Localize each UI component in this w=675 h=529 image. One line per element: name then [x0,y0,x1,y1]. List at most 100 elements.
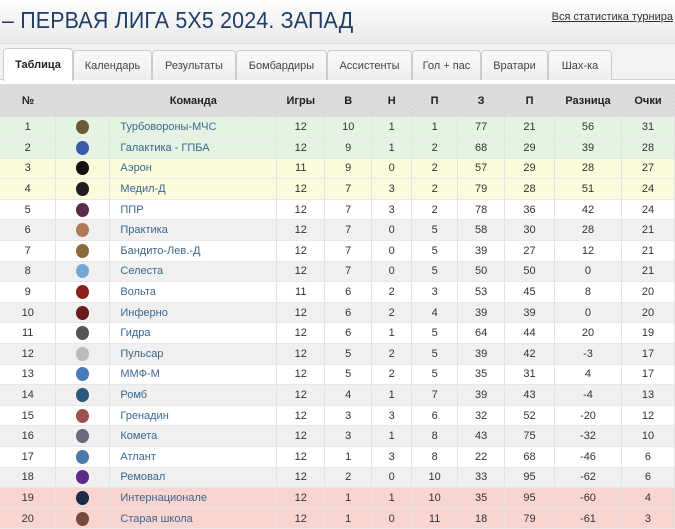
table-row: 11 Гидра 12 6 1 5 64 44 20 19 [0,322,675,345]
goals-for-cell: 43 [457,425,506,447]
column-header-8[interactable]: П [504,84,555,117]
points-cell: 12 [621,405,675,427]
draws-cell: 0 [371,240,413,262]
tab-6[interactable]: Вратари [481,50,548,80]
team-link[interactable]: Вольта [109,281,278,303]
column-header-1[interactable] [55,84,110,117]
points-cell: 27 [621,158,675,180]
team-link[interactable]: Старая школа [109,508,278,529]
logo-cell [55,261,111,283]
points-cell: 21 [621,240,675,262]
goals-against-cell: 29 [504,158,555,180]
logo-cell [55,178,111,200]
wins-cell: 5 [324,343,373,365]
goals-for-cell: 58 [457,219,506,242]
tab-2[interactable]: Результаты [152,50,236,80]
points-cell: 3 [621,508,675,529]
wins-cell: 2 [324,467,373,489]
games-cell: 12 [276,508,326,529]
goals-for-cell: 78 [457,199,506,221]
column-header-5[interactable]: Н [371,84,412,117]
team-link[interactable]: Аэрон [109,158,278,180]
games-cell: 12 [276,261,326,283]
logo-cell [55,302,111,324]
column-header-0[interactable]: № [0,84,56,117]
goals-against-cell: 52 [504,405,555,427]
table-row: 17 Атлант 12 1 3 8 22 68 -46 6 [0,446,675,468]
goals-against-cell: 79 [504,508,555,529]
goals-for-cell: 35 [457,487,506,509]
points-cell: 17 [621,343,675,365]
tab-7[interactable]: Шах-ка [548,50,612,80]
column-header-10[interactable]: Очки [621,84,675,117]
logo-cell [55,240,111,262]
tab-3[interactable]: Бомбардиры [236,50,327,80]
column-header-2[interactable]: Команда [109,84,277,117]
column-header-4[interactable]: В [324,84,372,117]
wins-cell: 6 [324,281,373,303]
points-cell: 21 [621,219,675,242]
tab-1[interactable]: Календарь [73,50,152,80]
position-cell: 14 [0,384,57,406]
points-cell: 4 [621,487,675,509]
losses-cell: 11 [411,508,459,529]
games-cell: 12 [276,364,326,386]
all-stats-link[interactable]: Вся статистика турнира [551,11,673,23]
games-cell: 12 [276,137,326,159]
points-cell: 24 [621,199,675,221]
losses-cell: 8 [411,446,459,468]
team-logo-icon [76,264,90,279]
team-link[interactable]: Галактика - ГПБА [109,137,278,159]
draws-cell: 2 [371,281,413,303]
table-row: 16 Комета 12 3 1 8 43 75 -32 10 [0,425,675,447]
team-link[interactable]: Инферно [109,302,278,324]
goals-for-cell: 39 [457,343,506,365]
goals-for-cell: 22 [457,446,506,468]
games-cell: 12 [276,343,326,365]
team-link[interactable]: Гидра [109,322,278,345]
table-row: 15 Гренадин 12 3 3 6 32 52 -20 12 [0,405,675,427]
team-link[interactable]: Турбовороны-МЧС [109,117,278,139]
team-link[interactable]: Практика [109,219,278,242]
table-row: 19 Интернационале 12 1 1 10 35 95 -60 4 [0,487,675,509]
team-link[interactable]: Селеста [109,261,278,283]
table-row: 6 Практика 12 7 0 5 58 30 28 21 [0,219,675,242]
team-link[interactable]: Комета [109,425,278,447]
tab-4[interactable]: Ассистенты [327,50,412,80]
column-header-3[interactable]: Игры [276,84,325,117]
column-header-6[interactable]: П [411,84,458,117]
team-link[interactable]: Ремовал [109,467,278,489]
goals-against-cell: 44 [504,322,555,345]
tab-5[interactable]: Гол + пас [412,50,481,80]
table-row: 1 Турбовороны-МЧС 12 10 1 1 77 21 56 31 [0,117,675,139]
team-link[interactable]: Пульсар [109,343,278,365]
goals-against-cell: 43 [504,384,555,406]
points-cell: 24 [621,178,675,200]
logo-cell [55,405,111,427]
draws-cell: 0 [371,508,413,529]
team-link[interactable]: ППР [109,199,278,221]
losses-cell: 5 [411,322,459,345]
team-link[interactable]: Ромб [109,384,278,406]
table-row: 2 Галактика - ГПБА 12 9 1 2 68 29 39 28 [0,137,675,159]
team-link[interactable]: Атлант [109,446,278,468]
team-link[interactable]: Интернационале [109,487,278,509]
team-logo-icon [76,326,90,341]
wins-cell: 5 [324,364,373,386]
position-cell: 10 [0,302,57,324]
goal-diff-cell: 28 [554,158,622,180]
team-link[interactable]: Гренадин [109,405,278,427]
wins-cell: 6 [324,302,373,324]
team-logo-icon [76,223,90,238]
games-cell: 12 [276,240,326,262]
team-link[interactable]: Бандито-Лев.-Д [109,240,278,262]
team-link[interactable]: ММФ-М [109,364,278,386]
tab-0[interactable]: Таблица [3,48,73,81]
team-link[interactable]: Медил-Д [109,178,278,200]
losses-cell: 5 [411,240,459,262]
column-header-7[interactable]: З [457,84,505,117]
team-logo-icon [76,470,90,485]
logo-cell [55,158,111,180]
wins-cell: 4 [324,384,373,406]
column-header-9[interactable]: Разница [554,84,622,117]
